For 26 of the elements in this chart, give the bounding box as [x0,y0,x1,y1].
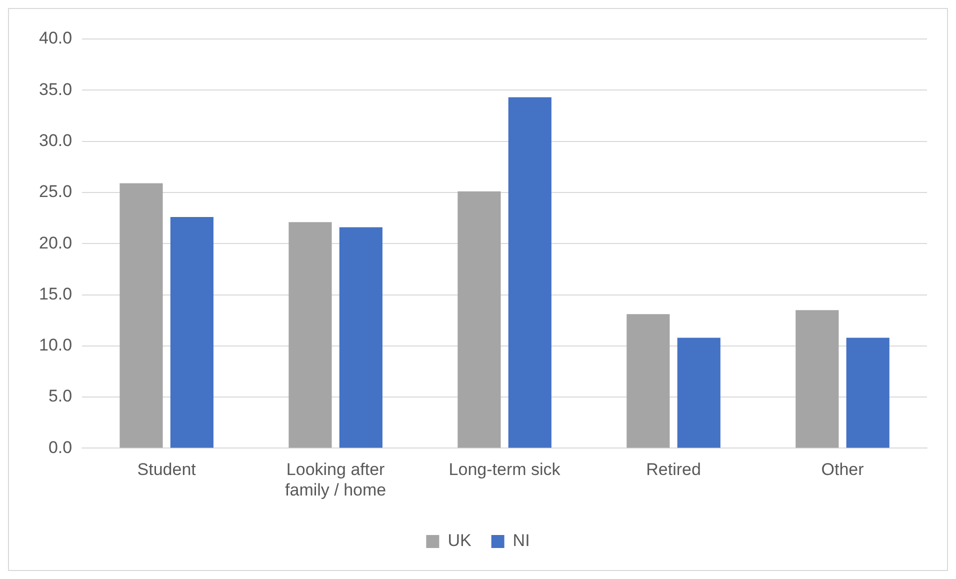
bar [288,222,332,448]
y-tick-label: 25.0 [38,182,72,202]
bar [339,227,382,448]
bar [626,314,670,448]
y-tick-label: 20.0 [38,233,72,252]
bar [458,191,501,448]
y-tick-label: 10.0 [38,336,72,355]
bar [677,338,720,448]
x-tick-label: Student [137,460,196,480]
bar [120,183,163,448]
y-tick-label: 5.0 [48,386,72,406]
y-tick-label: 40.0 [38,28,72,48]
legend-label: UK [448,531,472,550]
y-tick-label: 15.0 [38,284,72,304]
x-tick-label: Long-term sick [448,460,561,480]
bar [846,338,890,448]
x-tick-label: Other [821,460,864,480]
y-tick-label: 30.0 [38,130,72,150]
x-tick-label: Looking after family / home [285,460,386,500]
bar [796,310,839,448]
y-tick-label: 35.0 [38,80,72,99]
x-tick-label: Retired [646,460,701,480]
bar [508,97,552,448]
y-tick-label: 0.0 [48,438,72,457]
bar [170,217,214,448]
legend-label: NI [512,531,530,550]
